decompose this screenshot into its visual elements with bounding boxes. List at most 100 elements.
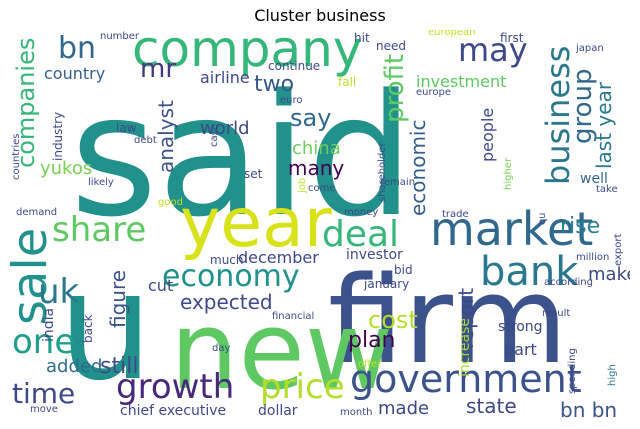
cloud-word-people: people (478, 107, 497, 162)
cloud-word-take: take (596, 184, 618, 195)
cloud-word-say: say (290, 104, 332, 132)
cloud-word-higher: higher (503, 157, 514, 190)
cloud-word-result: result (542, 308, 571, 319)
cloud-word-time: time (12, 377, 76, 410)
cloud-word-japan: japan (576, 43, 604, 54)
cloud-word-bid: bid (394, 263, 413, 277)
cloud-word-export: export (613, 233, 624, 266)
cloud-word-economic: economic (406, 119, 430, 216)
cloud-word-fall: fall (338, 75, 357, 89)
cloud-word-strong: strong (498, 319, 543, 335)
cloud-word-analyst: analyst (154, 100, 178, 173)
cloud-word-last-year: last year (592, 81, 616, 169)
cloud-word-bn-bn: bn bn (560, 398, 618, 420)
cloud-word-trade: trade (442, 209, 469, 220)
cloud-word-eu: eu (537, 212, 548, 226)
cloud-word-high: high (607, 364, 618, 386)
cloud-word-move: move (30, 404, 58, 415)
cloud-word-rise: rise (560, 214, 601, 239)
cloud-word-market: market (430, 202, 594, 256)
cloud-word-million: million (576, 252, 610, 263)
cloud-word-according: according (544, 277, 593, 288)
cloud-word-december: december (238, 248, 319, 267)
cloud-word-cut: cut (148, 276, 174, 295)
cloud-word-plan: plan (348, 328, 396, 353)
cloud-word-part: part (504, 340, 537, 359)
cloud-word-job: job (297, 177, 308, 193)
cloud-word-remain: remain (380, 177, 416, 188)
cloud-word-china: china (292, 138, 341, 159)
cloud-word-increase: increase (457, 317, 473, 377)
cloud-word-economy: economy (162, 259, 300, 294)
cloud-word-case: case (209, 124, 220, 147)
cloud-word-yukos: yukos (40, 158, 93, 179)
cloud-word-price: price (260, 367, 345, 407)
cloud-word-india: india (41, 307, 57, 342)
cloud-word-figure: figure (106, 269, 130, 328)
cloud-word-growth: growth (116, 367, 235, 407)
cloud-word-likely: likely (88, 177, 114, 188)
cloud-word-month: month (340, 407, 373, 418)
cloud-word-good: good (158, 197, 183, 208)
cloud-word-european: european (428, 30, 476, 38)
cloud-word-set: set (244, 167, 263, 181)
cloud-word-back: back (81, 314, 95, 343)
cloud-word-one: one (12, 322, 76, 362)
cloud-word-share: share (52, 210, 147, 250)
cloud-word-airline: airline (200, 68, 250, 87)
cloud-word-continue: continue (268, 59, 321, 73)
cloud-word-year: year (180, 184, 332, 263)
cloud-word-january: january (364, 277, 410, 291)
cloud-word-bn: bn (58, 31, 97, 66)
cloud-word-country: country (44, 64, 106, 83)
page-title: Cluster business (254, 6, 386, 25)
cloud-word-many: many (288, 156, 345, 180)
cloud-word-first: first (500, 31, 524, 45)
cloud-word-europe: europe (416, 87, 451, 98)
cloud-word-shareholder: shareholder (377, 142, 388, 202)
cloud-word-chief-executive: chief executive (120, 403, 227, 419)
cloud-word-come: come (308, 183, 336, 194)
cloud-word-mr: mr (140, 54, 177, 84)
cloud-word-world: world (200, 118, 250, 139)
cloud-word-hit: hit (354, 31, 370, 45)
cloud-word-made: made (378, 398, 430, 419)
cloud-word-dollar: dollar (258, 403, 298, 419)
cloud-word-expected: expected (180, 290, 273, 314)
cloud-word-law: law (116, 121, 137, 135)
cloud-word-investment: investment (416, 72, 507, 91)
cloud-word-debt: debt (134, 135, 157, 146)
cloud-word-money: money (344, 207, 379, 218)
cloud-word-well: well (580, 171, 608, 187)
cloud-word-deal: deal (322, 214, 400, 255)
cloud-word-firm: firm (328, 252, 568, 391)
cloud-word-new: new (170, 289, 394, 414)
cloud-word-cost: cost (368, 306, 418, 334)
cloud-word-offer: offer (358, 359, 382, 370)
cloud-word-demand: demand (16, 207, 58, 218)
cloud-word-two: two (254, 72, 295, 97)
cloud-word-countries: countries (11, 133, 22, 180)
cloud-word-financial: financial (272, 311, 315, 322)
cloud-word-euro: euro (280, 95, 303, 106)
cloud-word-government: government (350, 357, 582, 401)
cloud-word-added: added (46, 356, 103, 377)
cloud-word-state: state (466, 394, 517, 418)
cloud-word-still: still (100, 354, 139, 379)
cloud-word-number: number (100, 31, 140, 42)
cloud-word-spending: spending (567, 348, 578, 394)
cloud-word-need: need (376, 39, 406, 53)
cloud-word-much: much (210, 253, 244, 267)
cloud-word-make: make (588, 264, 630, 285)
cloud-word-investor: investor (346, 247, 403, 263)
cloud-word-said: said (70, 58, 414, 254)
cloud-word-u: u (58, 240, 154, 414)
cloud-word-company: company (132, 30, 363, 78)
cloud-word-may: may (458, 31, 528, 69)
cloud-word-profit: profit (380, 53, 410, 123)
cloud-word-day: day (212, 343, 231, 354)
cloud-word-bank: bank (480, 249, 579, 295)
word-cloud: said firm new u year company market government s… (10, 30, 630, 420)
cloud-word-industry: industry (51, 111, 65, 161)
